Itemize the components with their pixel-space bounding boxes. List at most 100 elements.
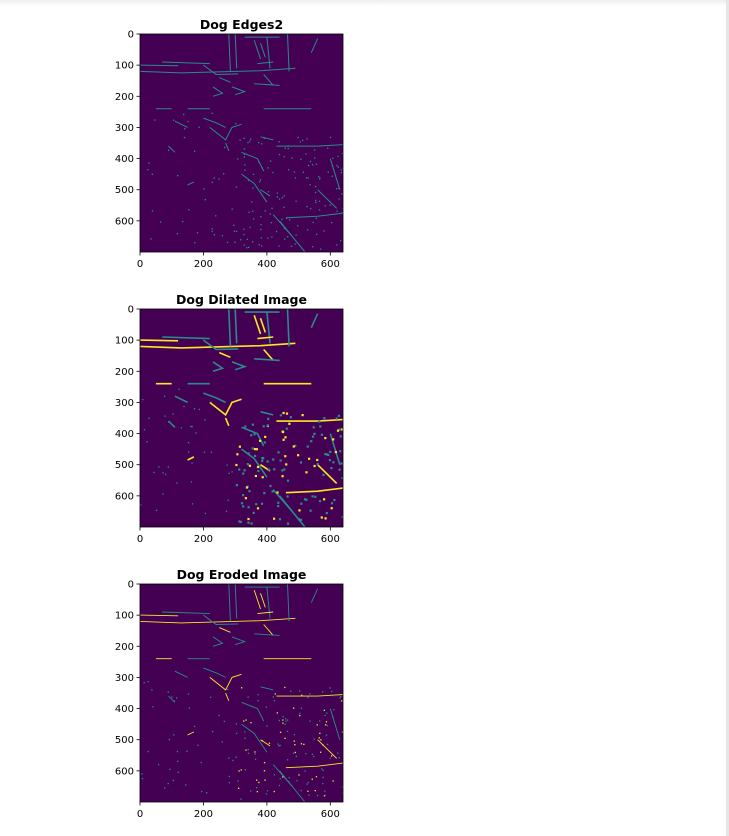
edge-pixel bbox=[286, 217, 288, 219]
edge-segment bbox=[254, 633, 280, 636]
edge-pixel bbox=[323, 795, 325, 797]
edge-pixel bbox=[315, 199, 317, 202]
edge-pixel bbox=[194, 150, 196, 152]
edge-pixel bbox=[246, 463, 249, 466]
edge-pixel bbox=[311, 435, 315, 438]
edge-pixel bbox=[269, 484, 272, 488]
edge-pixel bbox=[294, 177, 297, 179]
edge-pixel bbox=[273, 700, 276, 702]
edge-pixel bbox=[312, 164, 314, 166]
edge-pixel bbox=[261, 167, 263, 169]
edge-pixel bbox=[151, 689, 153, 691]
edge-pixel bbox=[310, 207, 312, 210]
edge-pixel bbox=[320, 433, 323, 436]
edge-pixel bbox=[337, 155, 339, 158]
edge-pixel bbox=[248, 490, 251, 493]
edge-segment bbox=[174, 120, 188, 128]
edge-pixel bbox=[329, 136, 332, 139]
edge-segment bbox=[285, 762, 343, 769]
edge-pixel bbox=[283, 206, 285, 208]
edge-pixel bbox=[305, 471, 308, 474]
edge-pixel bbox=[155, 509, 158, 511]
edge-pixel bbox=[241, 687, 243, 689]
edge-segment bbox=[272, 489, 293, 512]
edge-pixel bbox=[333, 709, 335, 711]
axes-frame bbox=[139, 308, 344, 528]
edge-pixel bbox=[164, 787, 166, 789]
edge-pixel bbox=[244, 425, 247, 428]
edge-pixel bbox=[261, 476, 264, 479]
edge-pixel bbox=[259, 181, 261, 183]
edge-pixel bbox=[263, 762, 266, 764]
edge-pixel bbox=[287, 147, 289, 150]
edge-pixel bbox=[190, 425, 192, 428]
edge-pixel bbox=[224, 146, 226, 149]
edge-pixel bbox=[247, 452, 250, 455]
edge-pixel bbox=[283, 195, 285, 197]
edge-pixel bbox=[312, 221, 314, 224]
edge-pixel bbox=[204, 419, 206, 421]
edge-pixel bbox=[243, 153, 246, 155]
edge-pixel bbox=[233, 224, 235, 226]
edge-pixel bbox=[227, 688, 229, 691]
edge-pixel bbox=[250, 522, 253, 525]
edge-segment bbox=[317, 189, 338, 209]
edge-pixel bbox=[327, 147, 329, 149]
edge-pixel bbox=[284, 238, 286, 240]
edge-pixel bbox=[281, 218, 283, 220]
y-tick-label: 100 bbox=[115, 61, 134, 72]
plot-panel-edges: Dog Edges2 0 100 200 300 400 500 600 0 200 400 600 bbox=[0, 0, 729, 275]
edge-segment bbox=[162, 611, 210, 615]
edge-pixel bbox=[276, 491, 279, 494]
edge-pixel bbox=[341, 211, 343, 214]
edge-segment bbox=[260, 189, 271, 197]
edge-segment bbox=[202, 339, 239, 351]
edge-segment bbox=[228, 309, 232, 347]
edge-segment bbox=[209, 123, 242, 141]
edge-pixel bbox=[176, 233, 179, 235]
edge-pixel bbox=[235, 186, 238, 188]
edge-segment bbox=[276, 418, 343, 422]
edge-pixel bbox=[332, 438, 335, 441]
edge-pixel bbox=[243, 228, 245, 230]
edge-pixel bbox=[340, 462, 343, 465]
edge-pixel bbox=[270, 160, 272, 162]
edge-pixel bbox=[324, 205, 326, 207]
edge-pixel bbox=[319, 720, 321, 722]
edge-pixel bbox=[173, 734, 175, 736]
edge-segment bbox=[234, 309, 238, 344]
edge-pixel bbox=[213, 234, 215, 236]
edge-pixel bbox=[266, 725, 268, 727]
edge-pixel bbox=[340, 169, 342, 171]
edge-pixel bbox=[256, 787, 258, 789]
edge-pixel bbox=[215, 215, 217, 217]
edge-pixel bbox=[325, 721, 328, 723]
edge-pixel bbox=[320, 516, 323, 519]
edge-pixel bbox=[315, 201, 317, 204]
edge-pixel bbox=[167, 691, 169, 693]
edge-pixel bbox=[278, 518, 282, 521]
edge-segment bbox=[241, 701, 265, 722]
edge-pixel bbox=[182, 220, 184, 223]
edge-pixel bbox=[162, 493, 164, 495]
edge-pixel bbox=[211, 112, 213, 114]
edge-pixel bbox=[337, 752, 339, 754]
edge-pixel bbox=[314, 696, 317, 698]
plot-title: Dog Dilated Image bbox=[176, 292, 307, 307]
edge-pixel bbox=[293, 171, 296, 173]
x-tick-label: 600 bbox=[321, 809, 340, 820]
y-tick-label: 100 bbox=[115, 336, 134, 347]
edge-pixel bbox=[287, 145, 289, 147]
scrollbar-track[interactable] bbox=[726, 0, 729, 836]
edge-pixel bbox=[341, 700, 343, 702]
edge-pixel bbox=[278, 745, 280, 747]
edge-pixel bbox=[256, 779, 258, 781]
edge-pixel bbox=[266, 460, 269, 463]
edge-pixel bbox=[300, 707, 303, 709]
edge-pixel bbox=[238, 445, 241, 448]
edge-segment bbox=[174, 395, 188, 404]
edge-pixel bbox=[193, 725, 196, 728]
edge-pixel bbox=[292, 752, 295, 754]
edge-segment bbox=[317, 739, 338, 759]
edge-pixel bbox=[337, 166, 339, 168]
